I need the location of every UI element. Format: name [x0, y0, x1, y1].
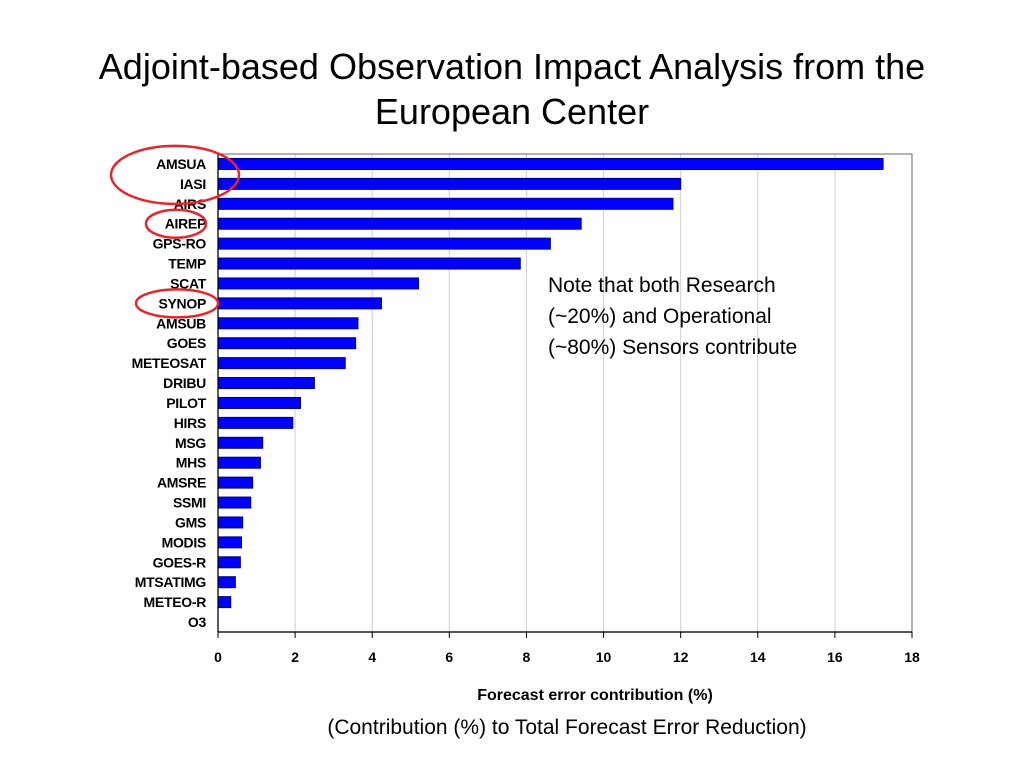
bar [217, 396, 302, 409]
category-label: HIRS [174, 415, 206, 431]
highlight-circle [109, 144, 241, 206]
category-label: AMSUA [156, 156, 206, 172]
category-label: MSG [175, 435, 206, 451]
category-label: AMSRE [157, 475, 206, 491]
category-label: MTSATIMG [135, 574, 207, 590]
x-tick-label: 2 [291, 649, 299, 665]
x-tick-label: 10 [596, 649, 612, 665]
category-label: TEMP [168, 256, 206, 272]
category-label: GPS-RO [153, 236, 207, 252]
bar [217, 337, 357, 350]
category-label: SYNOP [158, 295, 206, 311]
bar [217, 297, 382, 310]
bar [217, 456, 261, 469]
bar [217, 217, 582, 230]
bar [217, 197, 674, 210]
category-label: AMSUB [156, 315, 206, 331]
bar [217, 596, 232, 609]
category-label: METEO-R [144, 594, 207, 610]
category-label: MHS [176, 455, 206, 471]
bar [217, 516, 244, 529]
x-tick-label: 18 [904, 649, 920, 665]
highlight-circle [134, 288, 220, 319]
bar [217, 357, 346, 370]
category-label: DRIBU [163, 375, 206, 391]
bar [217, 177, 682, 190]
category-label: METEOSAT [132, 355, 207, 371]
category-label: O3 [188, 614, 207, 630]
x-tick-label: 14 [750, 649, 766, 665]
bar [217, 277, 419, 290]
bar [217, 317, 359, 330]
bar [217, 496, 252, 509]
highlight-circle [144, 208, 208, 239]
bar [217, 576, 236, 589]
x-tick-label: 16 [827, 649, 843, 665]
slide-title: Adjoint-based Observation Impact Analysi… [98, 46, 926, 132]
x-tick-label: 8 [523, 649, 531, 665]
category-label: GOES [167, 335, 206, 351]
bar [217, 237, 551, 250]
category-label: MODIS [162, 534, 206, 550]
category-label: SSMI [173, 495, 206, 511]
note-text: Note that both Research (~20%) and Opera… [548, 274, 798, 359]
bar [217, 377, 315, 390]
category-label: GOES-R [153, 554, 207, 570]
category-label: PILOT [166, 395, 206, 411]
chart-subtitle: (Contribution (%) to Total Forecast Erro… [327, 716, 807, 739]
category-label: AIREP [165, 216, 206, 232]
category-label: SCAT [170, 275, 207, 291]
x-tick-label: 12 [673, 649, 689, 665]
bar [217, 476, 254, 489]
bar [217, 157, 884, 170]
category-label: GMS [175, 514, 206, 530]
bar [217, 536, 243, 549]
x-axis-label: Forecast error contribution (%) [477, 687, 713, 704]
x-tick-label: 4 [368, 649, 376, 665]
x-tick-label: 0 [214, 649, 222, 665]
bar [217, 257, 521, 270]
x-tick-label: 6 [445, 649, 453, 665]
bar [217, 556, 241, 569]
bar [217, 436, 264, 449]
category-label: IASI [180, 176, 206, 192]
bar [217, 416, 294, 429]
